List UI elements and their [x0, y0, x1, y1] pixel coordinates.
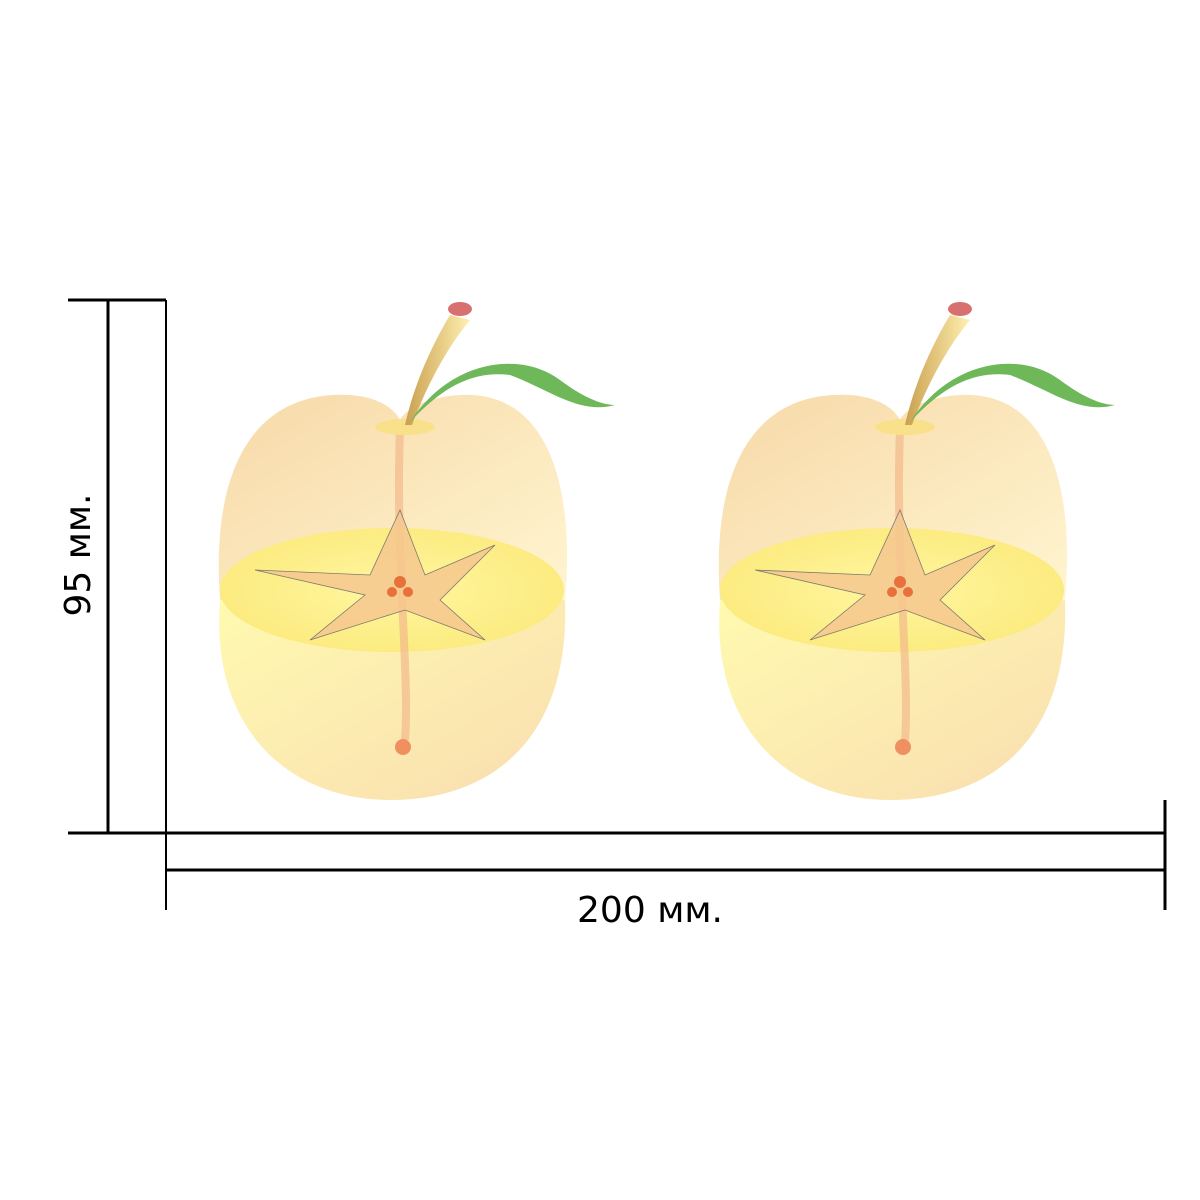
width-label: 200 мм.: [577, 890, 723, 931]
height-label: 95 мм.: [58, 493, 99, 616]
dimension-lines: [68, 298, 1167, 910]
